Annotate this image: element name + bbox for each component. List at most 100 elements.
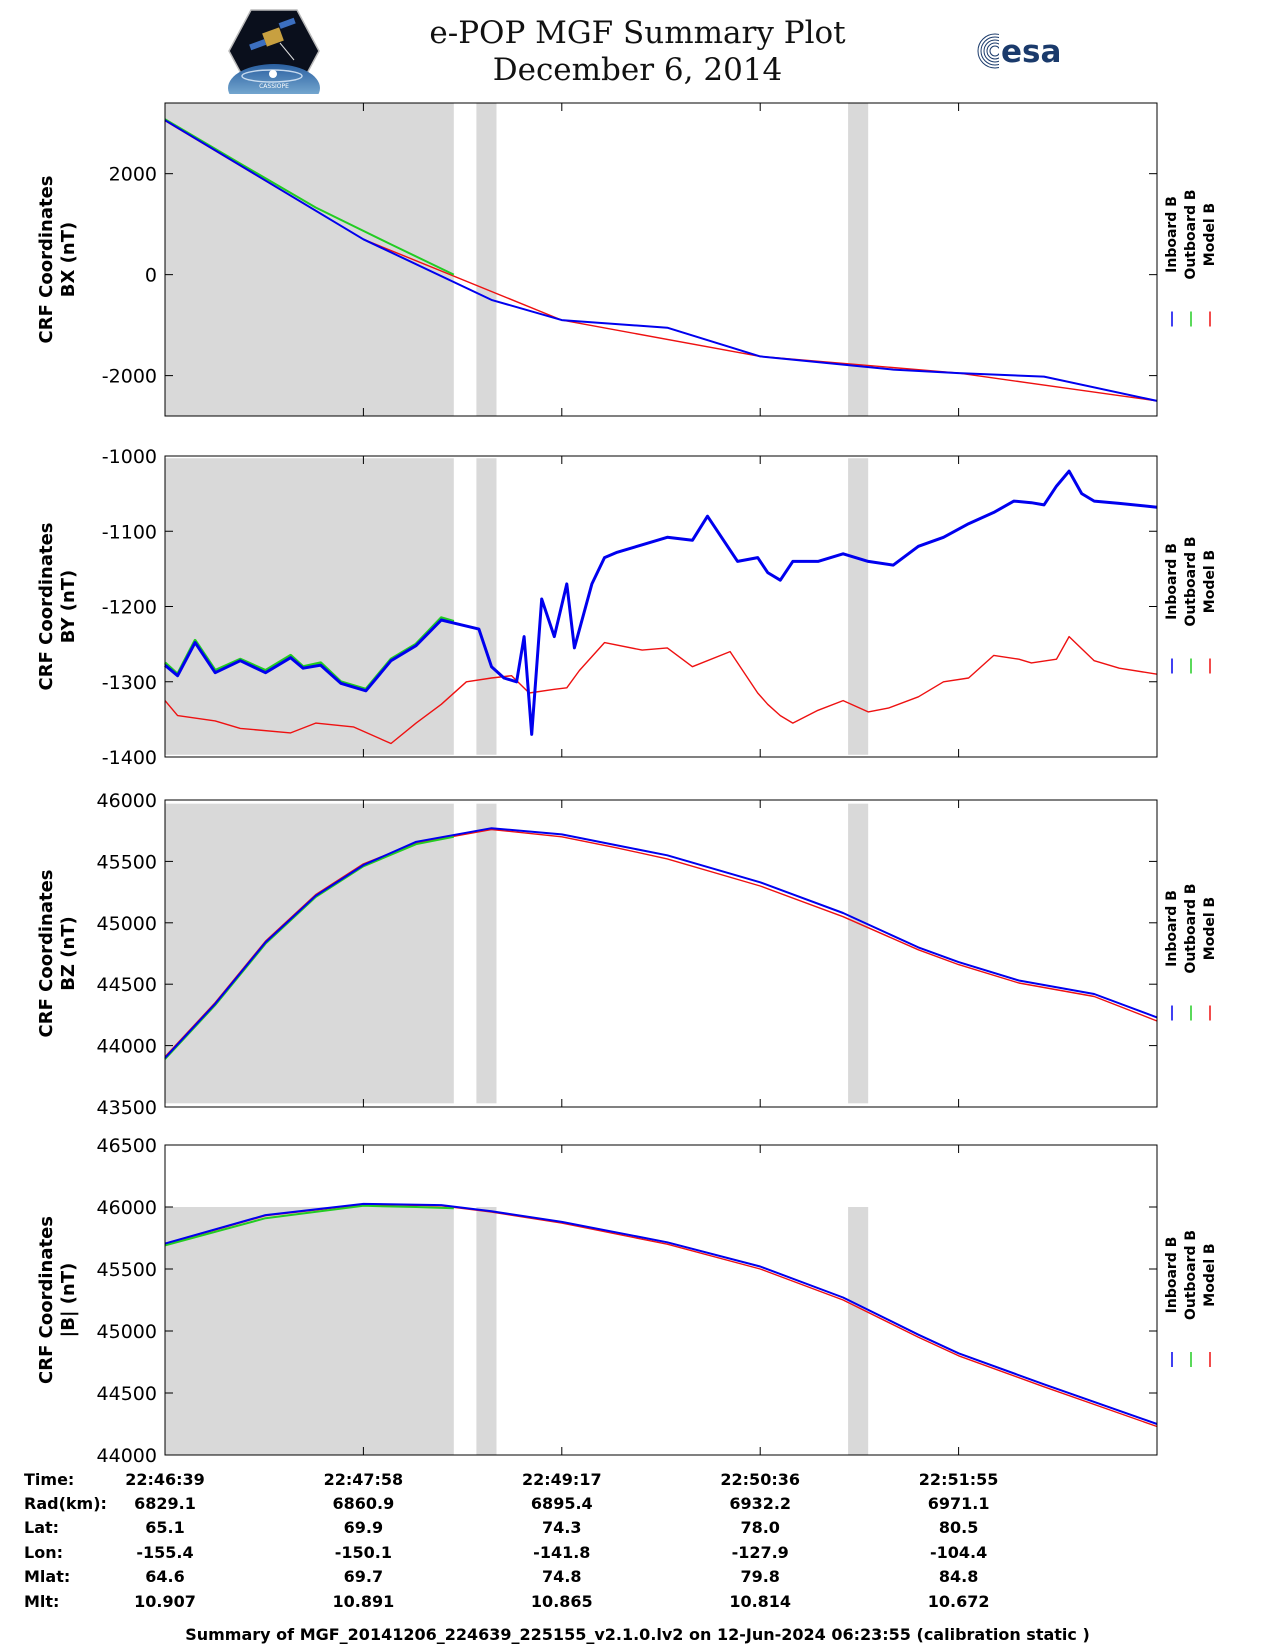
y-axis-label: CRF Coordinates|B| (nT) <box>36 1216 79 1384</box>
ephemeris-value: 78.0 <box>740 1518 779 1537</box>
y-axis-label-line: CRF Coordinates <box>36 870 57 1038</box>
esa-logo-icon: esa <box>977 33 1061 70</box>
y-axis-label-line: CRF Coordinates <box>36 523 57 691</box>
ephemeris-row-label: Time: <box>24 1470 74 1489</box>
y-tick-label: -1400 <box>102 747 157 769</box>
shaded-interval <box>848 103 869 416</box>
ephemeris-value: 64.6 <box>145 1567 184 1586</box>
y-tick-label: 0 <box>145 265 157 287</box>
y-axis-label: CRF CoordinatesBZ (nT) <box>36 870 79 1038</box>
shaded-interval <box>165 803 454 1104</box>
ephemeris-row-label: Lat: <box>24 1518 59 1537</box>
shaded-interval <box>165 458 454 755</box>
bz-panel: 46000 45500 45000 44500 44000 43500 CRF Coordi… <box>36 790 1218 1119</box>
shaded-interval <box>476 103 497 416</box>
shaded-interval <box>476 458 497 755</box>
plot-title: e-POP MGF Summary Plot <box>429 15 846 51</box>
y-tick-label: -1300 <box>102 672 157 694</box>
ephemeris-value: -127.9 <box>732 1543 789 1562</box>
series-line-outboard-b <box>164 118 455 276</box>
footer-summary: Summary of MGF_20141206_224639_225155_v2… <box>185 1625 1090 1644</box>
series-line-inboard-b <box>164 469 1158 736</box>
x-tick-label: 22:46:39 <box>125 1470 205 1489</box>
ephemeris-value: 10.891 <box>333 1592 395 1611</box>
legend-label: Outboard B <box>1183 883 1199 973</box>
bx-panel: 2000 0 -2000 CRF CoordinatesBX (nT) Inboard … <box>36 102 1218 417</box>
ephemeris-value: 6932.2 <box>729 1494 791 1513</box>
series-line-model-b <box>164 635 1158 745</box>
legend-label: Inboard B <box>1164 196 1180 273</box>
ephemeris-value: 6971.1 <box>928 1494 990 1513</box>
plot-frame <box>164 102 1158 417</box>
ephemeris-value: 79.8 <box>740 1567 779 1586</box>
series-line-inboard-b <box>164 1202 1158 1425</box>
ephemeris-row-label: Mlt: <box>24 1592 59 1611</box>
epop-logo-text: CASSIOPE <box>259 83 289 90</box>
y-tick-label: 44000 <box>97 1445 157 1467</box>
y-tick-label: 2000 <box>109 164 157 186</box>
ephemeris-value: -141.8 <box>533 1543 590 1562</box>
ephemeris-value: 10.907 <box>134 1592 196 1611</box>
y-tick-label: 46000 <box>97 1197 157 1219</box>
series-line-outboard-b <box>164 1204 454 1247</box>
y-tick-label: -1100 <box>102 521 157 543</box>
esa-logo-text: esa <box>1001 34 1061 70</box>
ephemeris-value: 84.8 <box>939 1567 978 1586</box>
y-axis-label-line: BY (nT) <box>58 570 79 644</box>
shaded-interval <box>165 103 454 416</box>
ephemeris-value: 6860.9 <box>333 1494 395 1513</box>
by-panel: -1000 -1100 -1200 -1300 -1400 CRF Coordinates… <box>36 446 1218 769</box>
ephemeris-value: 69.9 <box>344 1518 383 1537</box>
y-tick-label: 44500 <box>97 1383 157 1405</box>
shaded-interval <box>848 458 869 755</box>
plot-frame <box>164 1144 1158 1456</box>
ephemeris-value: 10.814 <box>729 1592 791 1611</box>
legend-label: Model B <box>1202 550 1218 613</box>
y-tick-label: 44000 <box>97 1036 157 1058</box>
y-axis-label: CRF CoordinatesBX (nT) <box>36 176 79 344</box>
ephemeris-value: 74.8 <box>542 1567 581 1586</box>
ephemeris-value: 6895.4 <box>531 1494 593 1513</box>
y-tick-label: 43500 <box>97 1097 157 1119</box>
y-tick-label: 46000 <box>97 790 157 812</box>
legend-label: Model B <box>1202 1243 1218 1306</box>
x-tick-label: 22:49:17 <box>522 1470 602 1489</box>
legend-label: Inboard B <box>1164 543 1180 620</box>
ephemeris-value: -155.4 <box>136 1543 193 1562</box>
legend-label: Outboard B <box>1183 1230 1199 1320</box>
series-line-inboard-b <box>164 827 1158 1059</box>
legend-label: Inboard B <box>1164 890 1180 967</box>
x-tick-label: 22:51:55 <box>919 1470 999 1489</box>
legend-label: Model B <box>1202 203 1218 266</box>
y-axis-label-line: BX (nT) <box>58 222 79 297</box>
btotal-panel: 46500 46000 45500 45000 44500 44000 CRF Coordi… <box>36 1135 1218 1467</box>
epop-mission-logo-icon: CASSIOPE <box>228 9 320 94</box>
ephemeris-value: -104.4 <box>930 1543 987 1562</box>
ephemeris-value: 10.865 <box>531 1592 593 1611</box>
y-tick-label: 45000 <box>97 913 157 935</box>
plot-frame <box>164 799 1158 1108</box>
ephemeris-value: 80.5 <box>939 1518 978 1537</box>
legend-label: Outboard B <box>1183 536 1199 626</box>
ephemeris-value: 10.672 <box>928 1592 990 1611</box>
shaded-interval <box>476 1207 497 1455</box>
ephemeris-row-label: Lon: <box>24 1543 63 1562</box>
y-tick-label: -1200 <box>102 597 157 619</box>
x-tick-label: 22:47:58 <box>324 1470 404 1489</box>
shaded-interval <box>848 803 869 1104</box>
x-tick-label: 22:50:36 <box>720 1470 800 1489</box>
ephemeris-value: 65.1 <box>145 1518 184 1537</box>
ephemeris-row-label: Mlat: <box>24 1567 70 1586</box>
plot-date: December 6, 2014 <box>492 52 783 88</box>
y-axis-label-line: BZ (nT) <box>58 916 79 991</box>
shaded-interval <box>165 1207 454 1455</box>
shaded-interval <box>476 803 497 1104</box>
y-axis-label-line: CRF Coordinates <box>36 1216 57 1384</box>
y-tick-label: -2000 <box>102 366 157 388</box>
legend-label: Inboard B <box>1164 1237 1180 1314</box>
ephemeris-table: Time: Rad(km): Lat: Lon: Mlat: Mlt: 22:46:39 68… <box>24 1470 998 1611</box>
ephemeris-value: 69.7 <box>344 1567 383 1586</box>
y-tick-label: 45500 <box>97 851 157 873</box>
y-tick-label: -1000 <box>102 446 157 468</box>
ephemeris-row-label: Rad(km): <box>24 1494 107 1513</box>
